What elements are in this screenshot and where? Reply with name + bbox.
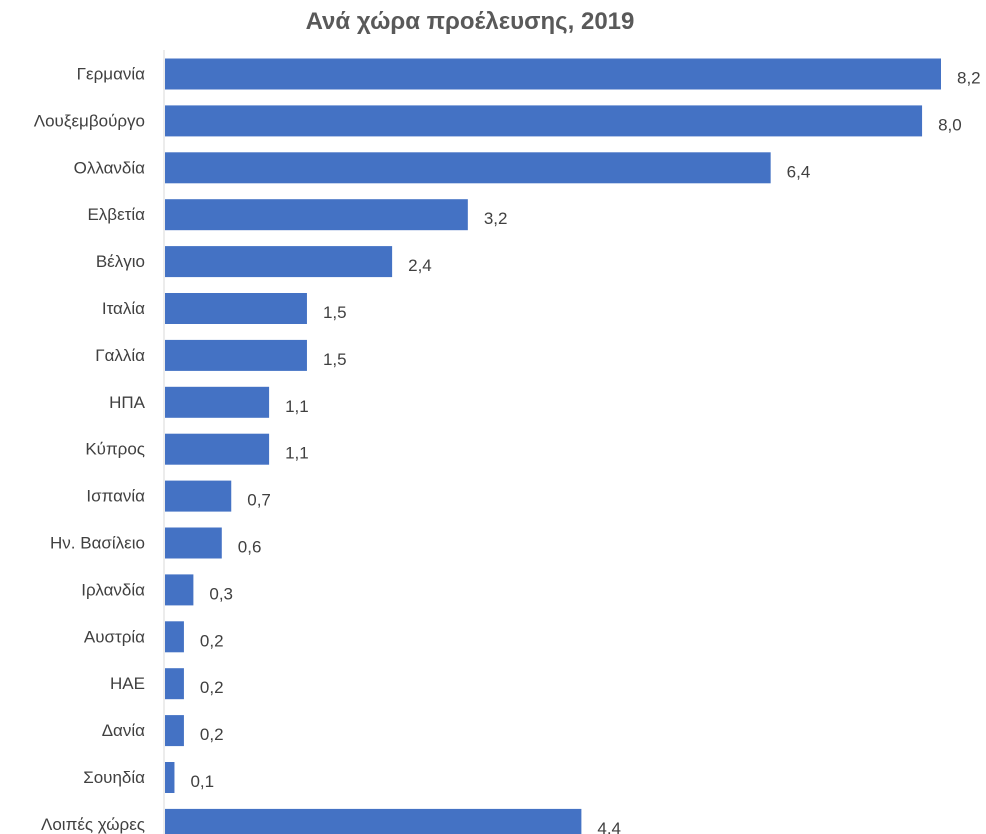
data-label: 1,1 <box>285 444 309 463</box>
data-label: 1,1 <box>285 397 309 416</box>
bar <box>165 668 184 700</box>
bar <box>165 762 175 793</box>
data-label: 3,2 <box>484 209 508 228</box>
category-label: Αυστρία <box>84 627 145 646</box>
category-label: Λοιπές χώρες <box>41 815 145 834</box>
bar <box>165 339 307 371</box>
data-label: 8,2 <box>957 69 981 88</box>
bar <box>165 621 184 653</box>
category-label: Λουξεμβούργο <box>34 111 145 130</box>
bar <box>165 386 270 418</box>
bar <box>165 293 307 324</box>
category-label: Γαλλία <box>95 346 145 365</box>
data-label: 6,4 <box>787 162 811 181</box>
category-label: ΗΠΑ <box>109 393 146 412</box>
data-label: 0,6 <box>238 538 262 557</box>
category-label: Γερμανία <box>77 65 146 84</box>
data-label: 0,2 <box>200 678 224 697</box>
category-label: ΗΑΕ <box>110 674 145 693</box>
category-label: Ισπανία <box>86 487 145 506</box>
bars-layer <box>163 50 941 834</box>
category-label: Κύπρος <box>85 440 145 459</box>
data-label: 0,3 <box>209 584 233 603</box>
bar <box>165 152 771 184</box>
bar <box>165 808 582 834</box>
bar <box>165 105 923 137</box>
category-label: Ιρλανδία <box>81 580 145 599</box>
category-label: Δανία <box>102 721 145 740</box>
data-label: 0,2 <box>200 725 224 744</box>
category-label: Ην. Βασίλειο <box>50 534 145 553</box>
data-label: 0,7 <box>247 491 271 510</box>
category-label: Ολλανδία <box>74 158 146 177</box>
data-label: 4,4 <box>597 819 621 834</box>
bar <box>165 574 194 606</box>
labels-layer: Γερμανία 8,2 Λουξεμβούργο 8,0 Ολλανδία 6,4 Ελβ… <box>34 65 981 834</box>
category-label: Ιταλία <box>102 299 145 318</box>
data-label: 1,5 <box>323 350 347 369</box>
category-label: Βέλγιο <box>96 252 145 271</box>
bar <box>165 527 222 559</box>
data-label: 1,5 <box>323 303 347 322</box>
bar <box>165 480 232 512</box>
bar <box>165 433 270 465</box>
bar <box>165 715 184 747</box>
data-label: 0,2 <box>200 631 224 650</box>
chart-title: Ανά χώρα προέλευσης, 2019 <box>305 8 635 35</box>
category-label: Σουηδία <box>83 768 145 787</box>
bar <box>165 199 468 231</box>
bar <box>165 58 941 90</box>
category-label: Ελβετία <box>87 205 145 224</box>
bar <box>165 246 393 278</box>
data-label: 2,4 <box>408 256 432 275</box>
data-label: 8,0 <box>938 115 962 134</box>
data-label: 0,1 <box>190 772 214 791</box>
